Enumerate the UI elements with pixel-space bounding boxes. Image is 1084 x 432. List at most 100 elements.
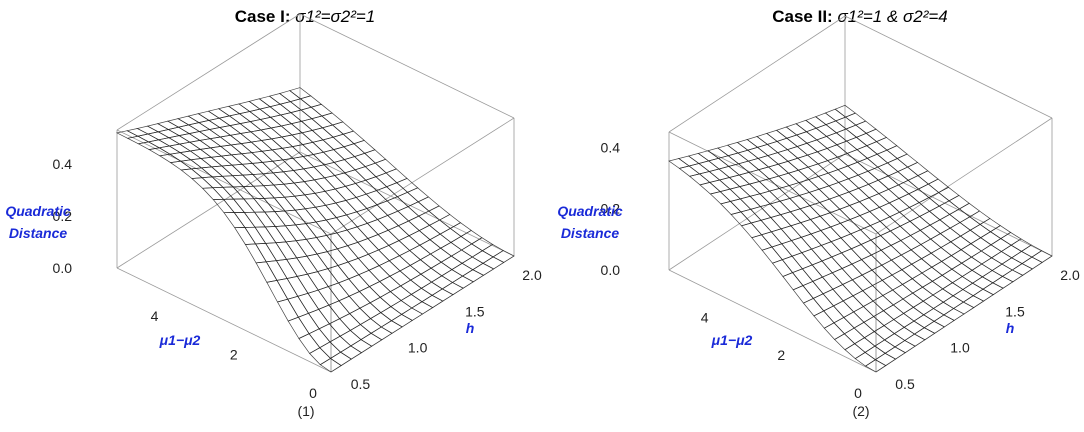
surface-cell [910, 244, 932, 260]
surface-cell [389, 270, 412, 287]
surface-cell [440, 241, 463, 257]
surface-cell [233, 212, 256, 228]
surface-cell [389, 285, 412, 301]
z-tick-label: 0.0 [53, 260, 73, 276]
surface-cell [302, 154, 325, 168]
surface-cell [284, 209, 307, 226]
surface-cell [451, 262, 474, 277]
surface-cell [932, 288, 954, 303]
surface-cell [923, 320, 946, 334]
surface-cell [862, 300, 885, 317]
x-axis-ticks: 0 2 4 [151, 308, 318, 401]
surface-cell [889, 211, 911, 227]
surface-cell [441, 282, 464, 296]
surface-cell [302, 166, 326, 181]
x-axis-label: μ1−μ2 [711, 332, 753, 348]
surface-cell [940, 255, 963, 270]
surface-cell [271, 159, 295, 173]
x-tick-label: 4 [151, 308, 159, 324]
surface-cell [370, 326, 393, 341]
surface-cell [369, 312, 393, 328]
box-edge-top [330, 117, 515, 235]
surface-cell [834, 333, 856, 351]
surface-cell [893, 312, 915, 328]
surface-cell [239, 131, 263, 143]
surface-cell [212, 186, 235, 200]
surface-cell [397, 220, 420, 237]
surface-cell [286, 276, 309, 297]
surface-cell [886, 158, 909, 173]
surface-cell [380, 320, 403, 334]
surface-cell [420, 267, 443, 283]
surface-cell [941, 268, 963, 284]
surface-cell [264, 226, 287, 244]
surface-cell [931, 274, 954, 290]
surface-cell [240, 141, 263, 153]
surface-cell [823, 322, 845, 340]
surface-cell [449, 222, 472, 237]
surface-cell [1021, 256, 1043, 270]
chart-title-formula: σ1²=σ2²=1 [295, 7, 375, 26]
surface-cell [933, 314, 955, 328]
chart-title-prefix: Case II: [772, 7, 837, 26]
surface-cell [970, 237, 992, 252]
surface-cell [980, 244, 1003, 259]
surface-cell [275, 241, 298, 260]
surface-cell [293, 194, 317, 210]
surface-cell [942, 295, 965, 309]
surface-cell [398, 250, 422, 266]
y-axis-ticks: 0.5 1.0 1.5 2.0 [895, 267, 1080, 392]
surface-cell [306, 253, 329, 273]
surface-cell [223, 212, 246, 229]
surface-cell [305, 237, 328, 255]
box-edge-top [116, 129, 332, 235]
surface-cell [1031, 250, 1053, 263]
surface-cell [255, 243, 277, 263]
surface-cell [411, 301, 434, 315]
surface-cell [962, 295, 985, 309]
surface-cell [339, 329, 362, 347]
x-tick-label: 0 [854, 385, 862, 401]
surface-cell [460, 229, 483, 245]
surface-cell [189, 158, 213, 169]
x-tick-label: 4 [701, 309, 709, 325]
surface-cell [349, 324, 372, 341]
surface-cell [293, 181, 316, 196]
surface-cell [266, 280, 289, 303]
surface-cell [440, 255, 463, 271]
surface-cell [295, 238, 318, 257]
surface-cell [472, 262, 495, 276]
surface-cell [390, 313, 413, 328]
surface-cell [930, 233, 952, 248]
surface-cell [450, 249, 473, 264]
surface-cell [1020, 244, 1043, 258]
surface-cell [921, 266, 943, 282]
surface-cell [863, 331, 886, 347]
surface-cell [305, 221, 328, 238]
surface-cell [325, 202, 348, 218]
surface-cell [284, 224, 308, 242]
box-edge-top [668, 131, 877, 235]
x-tick-label: 2 [230, 346, 238, 362]
surface-cell [222, 186, 245, 200]
surface-cell [364, 149, 387, 164]
surface-cell [369, 296, 392, 314]
y-axis-label: h [1006, 320, 1015, 336]
surface-cell [292, 168, 316, 182]
surface-cell [296, 273, 319, 294]
surface-cell [316, 251, 339, 270]
surface-cell [241, 163, 264, 175]
surface-cell [938, 200, 961, 215]
surface-cell [358, 286, 381, 304]
surface-cell [890, 254, 913, 271]
y-axis-ticks: 0.5 1.0 1.5 2.0 [351, 267, 542, 392]
surface-cell [886, 145, 908, 159]
surface-cell [897, 179, 920, 195]
surface-cell [900, 249, 923, 265]
surface-cell [441, 269, 464, 283]
surface-cell [887, 171, 909, 186]
surface-cell [428, 219, 451, 235]
surface-cell [980, 231, 1002, 246]
surface-cell [852, 290, 874, 307]
surface-cell [324, 188, 347, 204]
